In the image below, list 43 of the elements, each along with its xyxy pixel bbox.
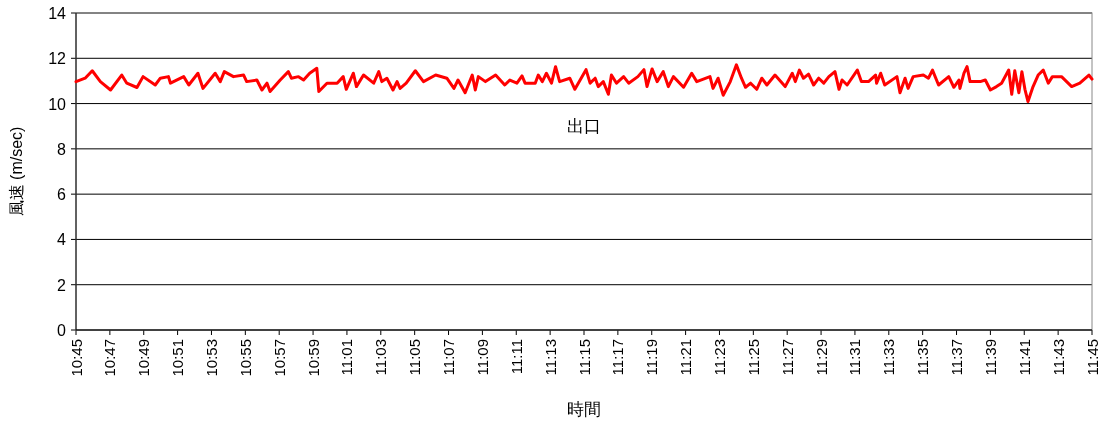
series-label: 出口 [566, 116, 601, 136]
x-tick-label: 11:13 [541, 339, 559, 376]
x-tick-label: 10:45 [67, 339, 85, 377]
x-tick-label: 11:27 [778, 339, 796, 376]
y-tick-label: 0 [57, 322, 67, 339]
x-tick-label: 11:41 [1015, 339, 1033, 376]
x-tick-label: 11:17 [609, 339, 627, 376]
x-tick-label: 11:33 [880, 339, 898, 376]
x-tick-label: 11:07 [440, 339, 458, 376]
y-tick-label: 8 [57, 140, 67, 158]
x-tick-label: 11:35 [914, 339, 932, 376]
x-tick-label: 11:11 [507, 339, 525, 375]
x-tick-label: 11:19 [643, 339, 661, 376]
y-tick-label: 14 [48, 5, 67, 22]
x-tick-label: 10:59 [304, 339, 322, 377]
x-tick-label: 10:55 [236, 339, 254, 377]
y-tick-label: 10 [48, 95, 67, 113]
line-series [74, 63, 1094, 104]
x-tick-label: 11:43 [1049, 339, 1067, 376]
y-axis-title: 風速 (m/sec) [8, 126, 25, 217]
x-tick-label: 11:15 [575, 339, 593, 376]
y-tick-label: 6 [57, 186, 67, 204]
x-tick-label: 11:25 [744, 339, 762, 376]
x-tick-label: 11:29 [812, 339, 830, 376]
x-tick-label: 11:09 [473, 339, 491, 376]
x-tick-label: 11:03 [372, 339, 390, 376]
x-tick-label: 11:45 [1083, 339, 1101, 376]
x-tick-label: 11:21 [677, 339, 695, 376]
x-tick-label: 11:05 [406, 339, 424, 376]
x-tick-label: 11:23 [710, 339, 728, 376]
x-tick-label: 10:53 [202, 339, 220, 377]
x-tick-label: 10:47 [101, 339, 119, 377]
x-tick-label: 11:37 [948, 339, 966, 376]
x-tick-label: 10:57 [270, 339, 288, 377]
x-tick-label: 11:39 [981, 339, 999, 376]
y-tick-label: 2 [57, 276, 67, 294]
x-tick-label: 10:51 [169, 339, 187, 377]
x-axis-title: 時間 [567, 400, 601, 419]
x-tick-label: 11:01 [338, 339, 356, 376]
x-tick-label: 10:49 [135, 339, 153, 377]
y-tick-label: 4 [57, 231, 67, 249]
x-tick-label: 11:31 [846, 339, 864, 376]
y-tick-label: 12 [48, 50, 67, 68]
